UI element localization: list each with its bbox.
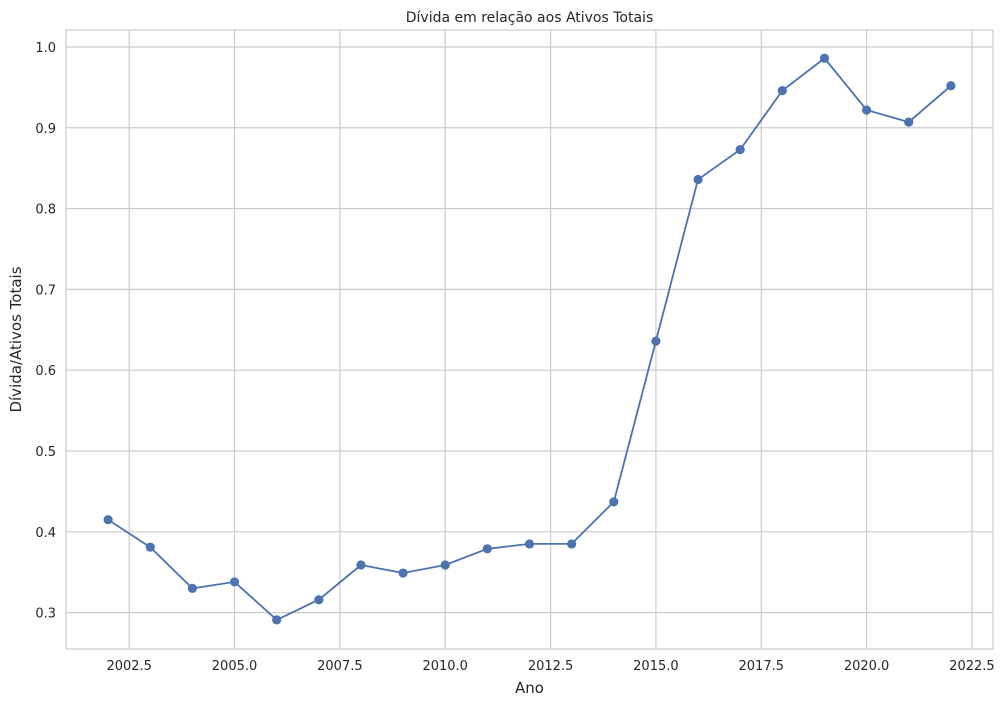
data-point <box>314 595 324 605</box>
y-tick-label: 0.4 <box>35 526 56 541</box>
data-point <box>693 174 703 185</box>
data-point <box>229 577 240 587</box>
y-tick-label: 0.3 <box>35 607 56 622</box>
data-point <box>398 568 408 578</box>
data-point <box>272 615 282 625</box>
data-point <box>735 144 745 155</box>
data-point <box>482 544 492 554</box>
x-tick-label: 2017.5 <box>739 659 785 674</box>
y-tick-label: 0.7 <box>35 283 56 298</box>
data-point <box>819 53 830 63</box>
series <box>103 53 956 625</box>
x-tick-label: 2010.0 <box>422 659 468 674</box>
data-point <box>187 583 198 593</box>
data-point <box>651 336 661 346</box>
data-point <box>609 497 619 507</box>
x-tick-label: 2007.5 <box>317 659 363 674</box>
data-point <box>356 560 366 570</box>
y-tick-label: 0.5 <box>35 445 56 460</box>
data-point <box>904 117 914 127</box>
x-tick-label: 2002.5 <box>106 659 152 674</box>
data-point <box>524 539 535 549</box>
data-point <box>145 542 155 552</box>
chart-title: Dívida em relação aos Ativos Totais <box>406 10 653 26</box>
x-axis-ticks: 2002.5 2005.0 2007.5 2010.0 2012.5 2015.0 2017… <box>106 659 994 674</box>
x-tick-label: 2005.0 <box>212 659 258 674</box>
data-point <box>103 515 113 525</box>
x-tick-label: 2020.0 <box>844 659 890 674</box>
y-tick-label: 1.0 <box>35 41 56 56</box>
y-tick-label: 0.6 <box>35 364 56 379</box>
x-axis-label: Ano <box>515 679 544 697</box>
x-tick-label: 2012.5 <box>528 659 574 674</box>
y-tick-label: 0.9 <box>35 122 56 137</box>
x-tick-label: 2015.0 <box>633 659 679 674</box>
data-point <box>946 81 956 91</box>
y-tick-label: 0.8 <box>35 203 56 218</box>
plot-frame <box>65 29 994 650</box>
y-axis-label: Dívida/Ativos Totais <box>7 266 25 412</box>
x-tick-label: 2022.5 <box>949 659 995 674</box>
y-axis-ticks: 0.3 0.4 0.5 0.6 0.7 0.8 0.9 1.0 <box>35 41 56 622</box>
data-point <box>567 539 577 549</box>
grid <box>66 30 993 649</box>
data-point <box>440 560 450 570</box>
data-point <box>777 86 787 96</box>
data-point <box>861 105 872 115</box>
